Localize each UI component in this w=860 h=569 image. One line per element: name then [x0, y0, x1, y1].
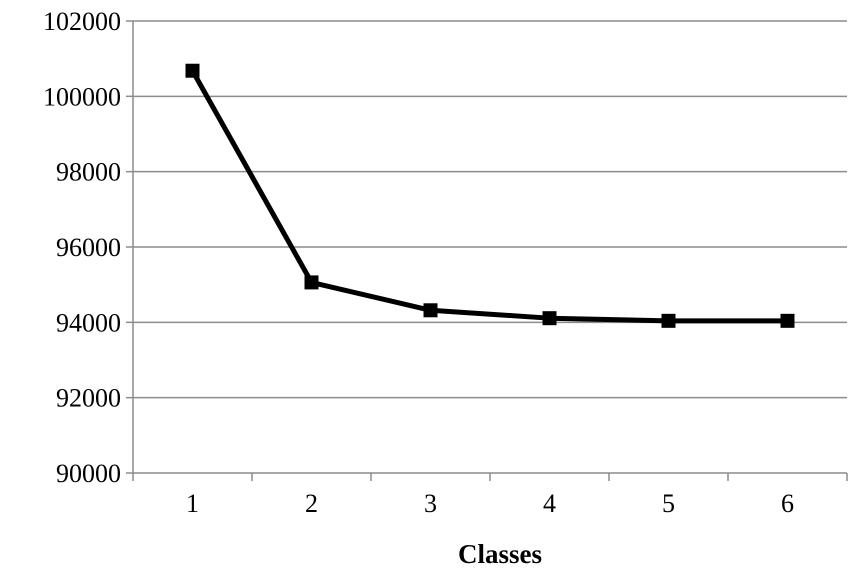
y-axis: 90000 92000 94000 96000 98000 100000 102000: [43, 7, 134, 488]
data-point-marker: [423, 303, 438, 318]
data-point-marker: [185, 63, 200, 78]
data-point-marker: [780, 313, 795, 328]
x-tick-label: 1: [186, 489, 199, 518]
x-tick-label: 2: [305, 489, 318, 518]
y-tick-label: 90000: [56, 459, 121, 488]
gridlines: [133, 20, 847, 399]
series-layer: [185, 63, 795, 328]
y-tick-label: 96000: [56, 233, 121, 262]
x-axis: 1 2 3 4 5 6: [132, 472, 848, 518]
x-tick-label: 6: [781, 489, 794, 518]
y-tick-label: 94000: [56, 308, 121, 337]
y-tick-label: 92000: [56, 384, 121, 413]
y-tick-label: 100000: [43, 82, 121, 111]
x-tick-label: 3: [424, 489, 437, 518]
y-tick-label: 98000: [56, 158, 121, 187]
x-tick-label: 5: [662, 489, 675, 518]
data-point-marker: [542, 311, 557, 326]
y-tick-label: 102000: [43, 7, 121, 36]
x-tick-label: 4: [543, 489, 556, 518]
data-point-marker: [661, 313, 676, 328]
x-axis-title: Classes: [458, 539, 542, 569]
series-line: [190, 68, 790, 324]
data-point-marker: [304, 275, 319, 290]
